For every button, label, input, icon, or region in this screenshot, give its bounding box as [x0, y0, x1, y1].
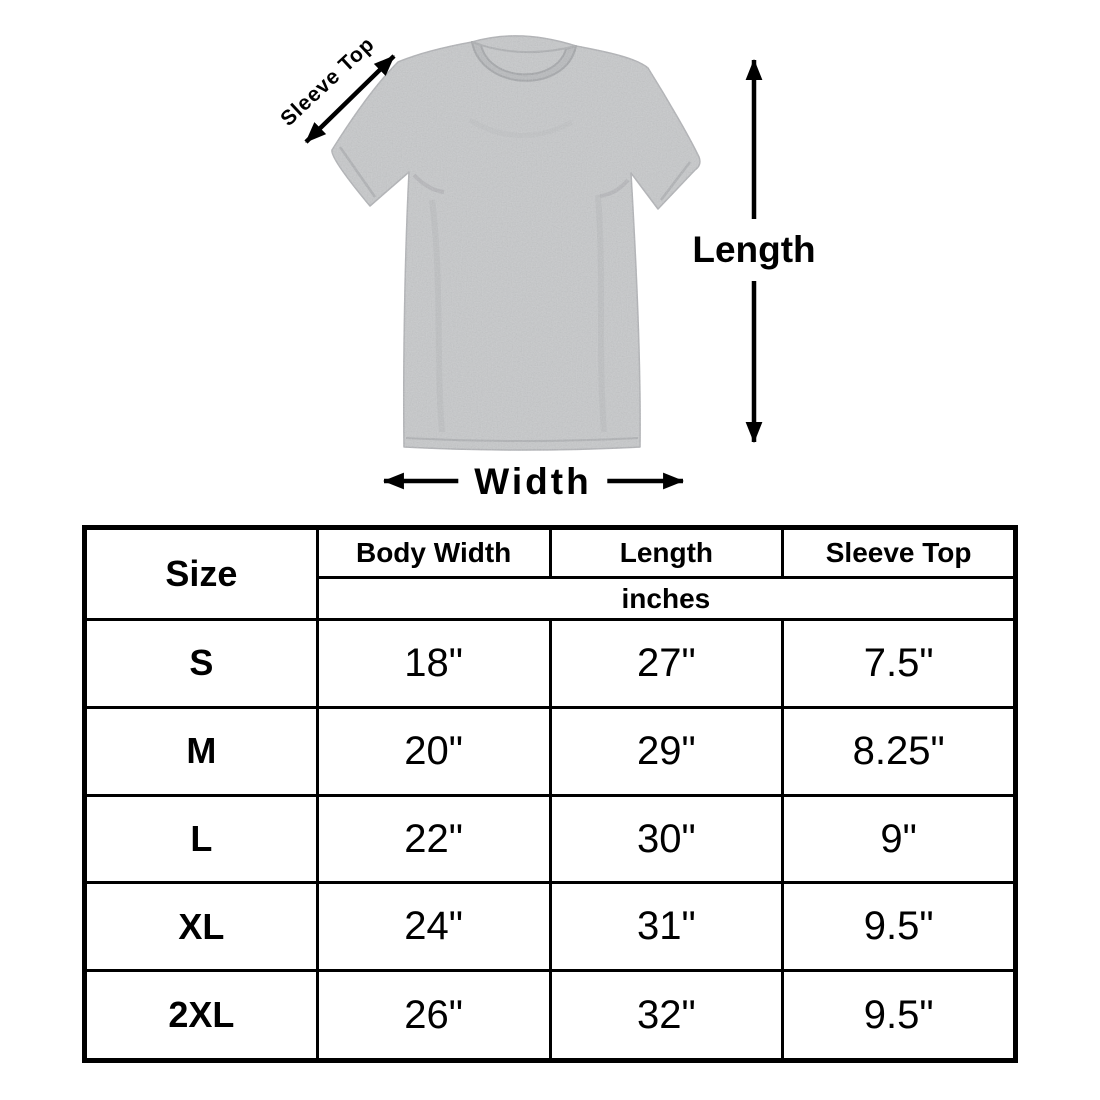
header-row: Size Body Width Length Sleeve Top: [83, 526, 1017, 621]
tshirt-image: [331, 35, 701, 451]
table-row-m: M 20" 29" 8.25": [83, 705, 1017, 797]
sleeve-top-cell: 9": [781, 793, 1017, 885]
col-header-body-width: Body Width: [315, 526, 552, 579]
body-width-cell: 26": [315, 969, 552, 1062]
sleeve-top-cell: 9.5": [781, 969, 1017, 1062]
body-width-cell: 24": [315, 881, 552, 973]
size-cell: L: [83, 793, 319, 885]
tshirt-graphic: [304, 35, 763, 490]
sleeve-top-arrow: [304, 54, 396, 144]
body-width-cell: 20": [315, 705, 552, 797]
unit-label: inches: [315, 576, 1018, 621]
length-cell: 27": [548, 618, 785, 709]
length-label: Length: [688, 219, 820, 281]
col-header-size: Size: [83, 526, 319, 621]
length-cell: 30": [548, 793, 785, 885]
table-row-xl: XL 24" 31" 9.5": [83, 881, 1017, 973]
table-row-s: S 18" 27" 7.5": [83, 618, 1017, 709]
width-label: Width: [458, 459, 608, 505]
tshirt-measurement-diagram: Sleeve Top Length Width: [0, 0, 1100, 522]
col-header-length: Length: [548, 526, 785, 579]
table-row-2xl: 2XL 26" 32" 9.5": [83, 969, 1017, 1062]
body-width-cell: 22": [315, 793, 552, 885]
size-cell: S: [83, 618, 319, 709]
sleeve-top-cell: 7.5": [781, 618, 1017, 709]
col-header-sleeve-top: Sleeve Top: [781, 526, 1017, 579]
size-cell: 2XL: [83, 969, 319, 1062]
size-chart-table: Size Body Width Length Sleeve Top inches…: [82, 525, 1018, 1063]
size-cell: M: [83, 705, 319, 797]
table-row-l: L 22" 30" 9": [83, 793, 1017, 885]
length-cell: 32": [548, 969, 785, 1062]
body-width-cell: 18": [315, 618, 552, 709]
length-cell: 29": [548, 705, 785, 797]
sleeve-top-cell: 9.5": [781, 881, 1017, 973]
unit-row: inches: [85, 576, 1018, 621]
sleeve-top-cell: 8.25": [781, 705, 1017, 797]
size-cell: XL: [83, 881, 319, 973]
length-cell: 31": [548, 881, 785, 973]
